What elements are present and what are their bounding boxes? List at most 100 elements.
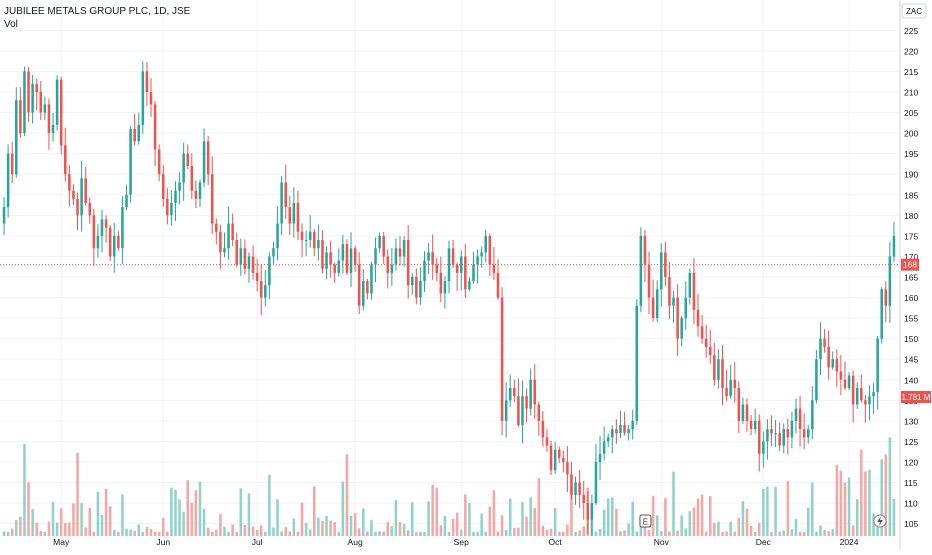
- volume-bar: [888, 437, 892, 536]
- volume-bar: [566, 524, 569, 536]
- volume-bar: [100, 514, 104, 536]
- candle-body: [15, 100, 18, 175]
- earnings-marker[interactable]: E: [639, 514, 652, 528]
- candle-body: [725, 388, 728, 397]
- candle-body: [80, 178, 83, 216]
- candle-body: [423, 260, 426, 282]
- price-tick-label: 225: [904, 26, 918, 36]
- candle-body: [598, 453, 602, 462]
- candle-body: [586, 503, 590, 520]
- candle-body: [231, 223, 234, 240]
- volume-bar: [27, 482, 30, 536]
- candle-body: [353, 248, 357, 265]
- volume-bar: [431, 485, 434, 536]
- volume-bar: [268, 474, 271, 536]
- candle-body: [149, 92, 153, 105]
- price-tick-label: 110: [904, 499, 918, 509]
- candle-body: [366, 281, 369, 294]
- volume-bar: [868, 469, 871, 536]
- badges: ZAC 168 1.781 M: [901, 3, 931, 403]
- volume-bar: [182, 511, 185, 536]
- volume-bar: [513, 527, 516, 536]
- candle-body: [831, 359, 834, 368]
- volume-bar: [708, 496, 712, 536]
- volume-bar: [390, 526, 394, 536]
- candle-body: [868, 396, 871, 405]
- volume-bar: [149, 528, 153, 536]
- candle-body: [47, 104, 51, 134]
- volume-bar: [68, 522, 71, 536]
- volume-bar: [121, 494, 124, 536]
- candle-body: [688, 272, 692, 298]
- currency-badge[interactable]: ZAC: [901, 3, 927, 19]
- volume-bar: [860, 449, 863, 536]
- volume-bar: [823, 529, 826, 536]
- volume-bar: [472, 531, 475, 536]
- candle-body: [19, 100, 22, 134]
- candle-body: [892, 235, 896, 257]
- volume-bar: [843, 482, 847, 536]
- volume-bar: [125, 528, 128, 536]
- candle-body: [664, 252, 667, 277]
- candle-body: [219, 231, 222, 253]
- volume-bar: [455, 512, 459, 536]
- lightning-icon[interactable]: [873, 514, 887, 528]
- time-axis: MayJunJulAugSepOctNovDec2024FebMarApr: [53, 537, 859, 547]
- volume-bar: [827, 531, 830, 536]
- candle-body: [333, 264, 336, 273]
- volume-bar: [325, 516, 328, 536]
- candle-body: [704, 338, 708, 347]
- volume-bar: [668, 531, 671, 536]
- candle-body: [410, 277, 414, 286]
- price-tick-label: 200: [904, 129, 918, 139]
- candle-body: [264, 285, 267, 298]
- volume-bar: [329, 520, 332, 536]
- candle-body: [296, 203, 300, 232]
- candle-body: [778, 433, 781, 446]
- volume-bar: [210, 531, 214, 536]
- price-tick-label: 190: [904, 170, 918, 180]
- candle-body: [215, 223, 218, 232]
- candle-body: [713, 355, 716, 380]
- price-tick-label: 175: [904, 231, 918, 241]
- candle-body: [255, 272, 259, 282]
- earnings-marker-box[interactable]: [639, 514, 652, 528]
- candle-body: [64, 145, 67, 175]
- candle-body: [76, 198, 79, 216]
- volume-bar: [684, 528, 688, 536]
- volume-bar: [541, 525, 545, 536]
- candle-body: [484, 235, 488, 253]
- candle-body: [210, 174, 214, 224]
- candle-body: [757, 420, 761, 454]
- volume-bar: [31, 509, 34, 536]
- volume-bar: [251, 526, 255, 536]
- candle-body: [545, 437, 549, 446]
- volume-bar: [508, 498, 512, 536]
- candle-body: [721, 359, 724, 388]
- volume-bar: [643, 526, 647, 536]
- volume-bar: [782, 530, 786, 536]
- price-tick-label: 105: [904, 519, 918, 529]
- volume-bar: [570, 487, 573, 536]
- candle-body: [304, 240, 308, 241]
- candle-body: [753, 420, 757, 430]
- candle-body: [243, 248, 247, 269]
- candle-body: [521, 396, 524, 425]
- candle-body: [198, 182, 202, 199]
- volume-bar: [480, 513, 483, 536]
- volume-bar: [762, 488, 765, 536]
- last-price-label: 168: [903, 260, 917, 270]
- volume-bar: [178, 499, 181, 536]
- volume-bar: [374, 531, 377, 536]
- candle-body: [292, 203, 296, 224]
- candle-body: [488, 235, 492, 265]
- candle-body: [492, 264, 496, 273]
- currency-badge-box[interactable]: [901, 3, 927, 19]
- candle-body: [349, 248, 353, 273]
- volume-bar: [525, 516, 528, 536]
- candle-body: [374, 248, 377, 265]
- volume-bar: [500, 515, 504, 536]
- candle-body: [790, 420, 794, 438]
